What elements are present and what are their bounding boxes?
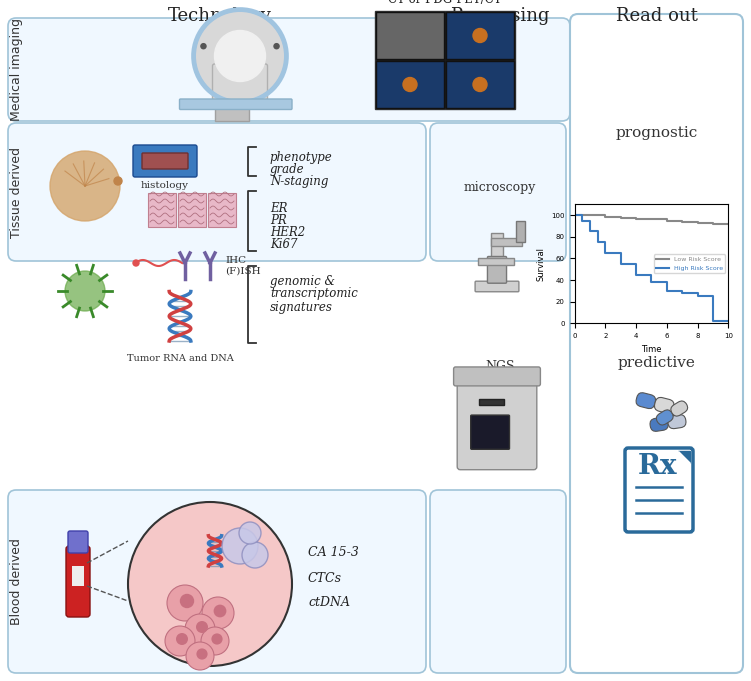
FancyBboxPatch shape [68,531,88,553]
FancyBboxPatch shape [133,145,197,177]
Text: CTCs: CTCs [308,571,342,584]
Text: N-staging: N-staging [270,174,328,187]
Polygon shape [678,451,690,463]
Circle shape [114,177,122,185]
FancyBboxPatch shape [454,367,541,386]
FancyBboxPatch shape [213,64,267,102]
FancyBboxPatch shape [8,18,570,121]
Legend: Low Risk Score, High Risk Score: Low Risk Score, High Risk Score [653,255,725,273]
Text: PR: PR [270,214,287,227]
Y-axis label: Survival: Survival [537,247,546,281]
Circle shape [202,597,234,629]
Bar [491,233,502,282]
Circle shape [128,502,292,666]
Circle shape [185,614,215,644]
Circle shape [167,585,203,621]
FancyBboxPatch shape [179,99,292,110]
FancyBboxPatch shape [430,490,566,673]
Circle shape [186,642,214,670]
Circle shape [239,522,261,544]
Text: Blood derived: Blood derived [11,538,23,625]
Text: Medical imaging: Medical imaging [11,18,23,121]
Text: Read out: Read out [616,7,698,25]
Polygon shape [678,451,690,463]
Circle shape [473,78,487,91]
FancyBboxPatch shape [671,401,688,416]
FancyBboxPatch shape [487,257,507,283]
Circle shape [176,633,188,645]
Text: Tissue derived: Tissue derived [11,146,23,238]
Text: prognostic: prognostic [615,126,698,140]
Text: ER: ER [270,202,288,215]
Circle shape [211,633,222,645]
FancyBboxPatch shape [457,377,537,470]
Bar [215,106,249,121]
Text: genomic &: genomic & [270,274,335,287]
Circle shape [179,594,195,608]
Bar [491,238,522,246]
Circle shape [201,627,229,655]
Text: Tumor RNA and DNA: Tumor RNA and DNA [127,354,234,363]
Bar [478,259,514,265]
Text: signatures: signatures [270,300,333,313]
Circle shape [403,78,417,91]
Circle shape [473,29,487,42]
Text: Ki67: Ki67 [270,238,297,251]
FancyBboxPatch shape [148,193,176,227]
FancyBboxPatch shape [376,61,444,108]
Text: NGS: NGS [485,360,514,373]
Circle shape [201,44,206,49]
Text: CT or FDG-PET/CT: CT or FDG-PET/CT [388,0,502,6]
Text: HER2: HER2 [270,225,305,238]
Circle shape [65,271,105,311]
FancyBboxPatch shape [656,410,673,425]
FancyBboxPatch shape [8,490,426,673]
FancyBboxPatch shape [446,12,514,59]
Text: transcriptomic: transcriptomic [270,287,358,300]
Circle shape [193,10,287,103]
Bar [516,221,524,242]
FancyBboxPatch shape [178,193,206,227]
Text: Technology: Technology [168,7,272,25]
Text: microscopy: microscopy [464,182,536,195]
Text: predictive: predictive [617,356,695,370]
Circle shape [133,260,139,266]
Circle shape [274,44,279,49]
FancyBboxPatch shape [650,417,668,431]
Circle shape [165,626,195,656]
Text: CA 15-3: CA 15-3 [308,546,359,560]
FancyBboxPatch shape [376,12,444,59]
Circle shape [50,151,120,221]
FancyBboxPatch shape [8,123,426,261]
FancyBboxPatch shape [430,123,566,261]
Text: IHC
(F)ISH: IHC (F)ISH [225,256,261,276]
Circle shape [196,621,208,633]
X-axis label: Time: Time [641,345,662,353]
Text: Processing: Processing [451,7,550,25]
Text: grade: grade [270,163,305,176]
FancyBboxPatch shape [668,415,686,428]
Text: ctDNA: ctDNA [308,597,350,609]
Circle shape [215,31,266,82]
Circle shape [222,528,258,564]
FancyBboxPatch shape [475,281,519,291]
Text: Rx: Rx [638,454,677,481]
FancyBboxPatch shape [66,546,90,617]
FancyBboxPatch shape [446,61,514,108]
Circle shape [242,542,268,568]
Bar [72,566,84,586]
Text: histology: histology [141,181,189,190]
FancyBboxPatch shape [471,415,509,449]
FancyBboxPatch shape [142,153,188,169]
Bar [478,399,504,405]
FancyBboxPatch shape [625,448,693,532]
Circle shape [197,648,207,660]
FancyBboxPatch shape [208,193,236,227]
FancyBboxPatch shape [636,393,656,409]
FancyBboxPatch shape [375,11,515,109]
FancyBboxPatch shape [654,398,674,413]
Text: phenotype: phenotype [270,151,333,163]
Circle shape [213,605,226,618]
